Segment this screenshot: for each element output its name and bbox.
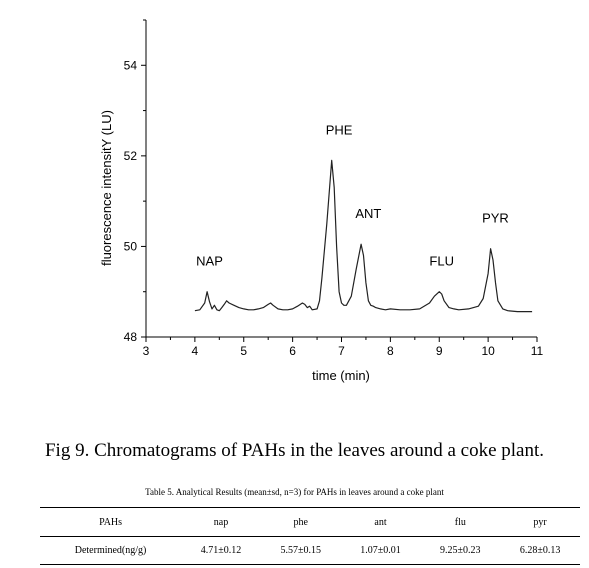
header-ant: ant: [340, 507, 421, 537]
row-label: Determined(ng/g): [40, 536, 182, 565]
peak-label-flu: FLU: [429, 254, 454, 269]
y-axis-title: fluorescence intensitY (LU): [99, 110, 114, 266]
results-table: PAHs nap phe ant flu pyr Determined(ng/g…: [40, 507, 580, 565]
chromatogram-line: [194, 159, 533, 313]
table-row: Determined(ng/g) 4.71±0.12 5.57±0.15 1.0…: [40, 536, 580, 565]
peak-label-nap: NAP: [196, 254, 223, 269]
header-pahs: PAHs: [40, 507, 182, 537]
cell-pyr: 6.28±0.13: [500, 536, 580, 565]
y-tick-label: 54: [124, 58, 138, 72]
cell-flu: 9.25±0.23: [420, 536, 501, 565]
y-tick-label: 48: [124, 330, 138, 344]
cell-phe: 5.57±0.15: [260, 536, 341, 565]
chart-axes: 3 4 5 6 7 8 9 10 11 48 50 52 54: [124, 19, 544, 358]
x-axis-title: time (min): [312, 368, 370, 383]
x-tick-label: 3: [143, 344, 150, 358]
header-pyr: pyr: [500, 507, 580, 537]
x-tick-label: 8: [387, 344, 394, 358]
chromatogram-chart: 3 4 5 6 7 8 9 10 11 48 50 52 54 NAP PHE ANT FLU PYR time…: [99, 19, 544, 383]
chart-plot-area: NAP PHE ANT FLU PYR: [194, 122, 533, 313]
table-header-row: PAHs nap phe ant flu pyr: [40, 507, 580, 537]
x-tick-label: 9: [436, 344, 443, 358]
y-tick-label: 52: [124, 149, 138, 163]
header-phe: phe: [260, 507, 341, 537]
table-caption: Table 5. Analytical Results (mean±sd, n=…: [145, 487, 444, 497]
cell-ant: 1.07±0.01: [340, 536, 421, 565]
figure-caption: Fig 9. Chromatograms of PAHs in the leav…: [44, 440, 545, 461]
peak-label-pyr: PYR: [482, 211, 509, 226]
x-tick-label: 7: [338, 344, 345, 358]
x-tick-label: 6: [289, 344, 296, 358]
peak-label-phe: PHE: [326, 122, 353, 137]
header-nap: nap: [181, 507, 261, 537]
header-flu: flu: [420, 507, 501, 537]
cell-nap: 4.71±0.12: [181, 536, 261, 565]
x-tick-label: 10: [481, 344, 495, 358]
x-tick-label: 11: [531, 344, 544, 358]
x-tick-label: 4: [192, 344, 199, 358]
y-tick-label: 50: [124, 239, 138, 253]
peak-label-ant: ANT: [355, 206, 381, 221]
x-tick-label: 5: [240, 344, 247, 358]
